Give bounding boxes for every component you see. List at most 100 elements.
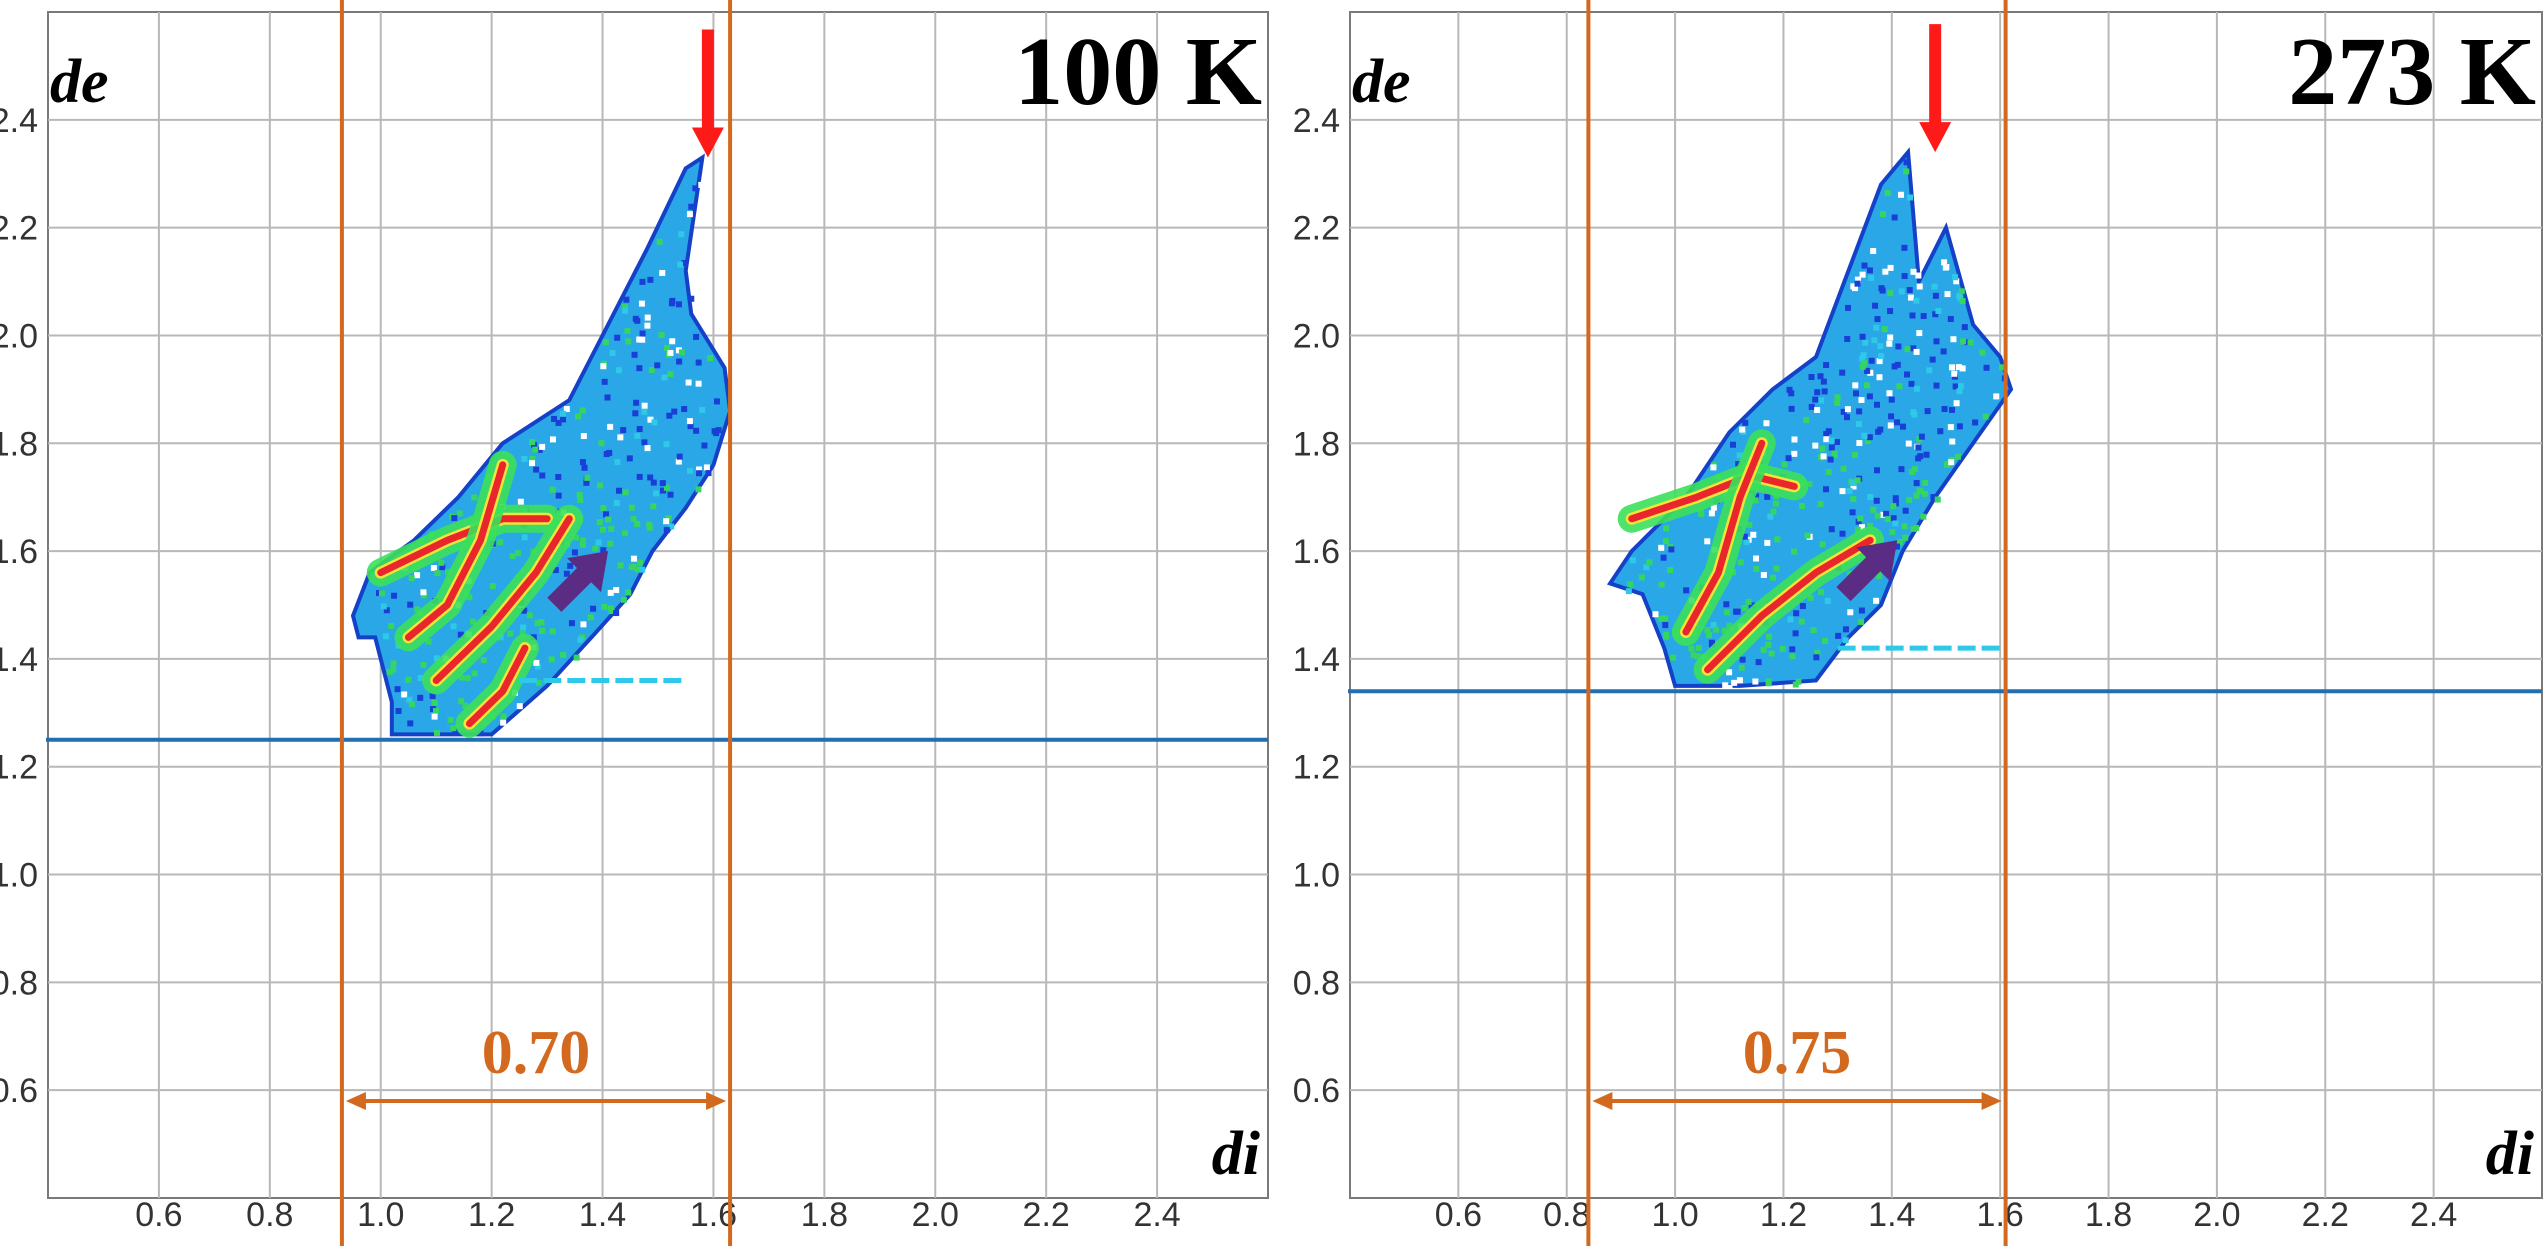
fingerprint-point	[1915, 455, 1922, 462]
fingerprint-point	[1842, 637, 1849, 644]
fingerprint-point	[1739, 426, 1746, 433]
fingerprint-point	[1964, 339, 1971, 346]
fingerprint-point	[1934, 496, 1941, 503]
fingerprint-point	[386, 668, 393, 675]
fingerprint-point	[1954, 453, 1961, 460]
fingerprint-point	[1993, 393, 2000, 400]
fingerprint-point	[1768, 650, 1775, 657]
fingerprint-point	[1904, 346, 1911, 353]
fingerprint-point	[1859, 333, 1866, 340]
fingerprint-point	[1917, 488, 1924, 495]
fingerprint-point	[1662, 622, 1669, 629]
fingerprint-point	[1662, 538, 1669, 545]
y-tick-label: 0.8	[0, 964, 38, 1002]
fingerprint-point	[600, 363, 607, 370]
fingerprint-point	[1901, 244, 1908, 251]
x-tick-label: 0.6	[135, 1196, 182, 1234]
fingerprint-point	[603, 511, 610, 518]
fingerprint-point	[1926, 367, 1933, 374]
fingerprint-point	[647, 474, 654, 481]
fingerprint-point	[1789, 653, 1796, 660]
fingerprint-point	[539, 443, 546, 450]
fingerprint-point	[555, 419, 562, 426]
fingerprint-point	[1821, 638, 1828, 645]
fingerprint-point	[676, 453, 683, 460]
plot-frame	[1349, 11, 2543, 1199]
fingerprint-point	[1901, 273, 1908, 280]
fingerprint-point	[600, 547, 607, 554]
fingerprint-point	[1638, 574, 1645, 581]
x-tick-label: 1.4	[579, 1196, 626, 1234]
fingerprint-point	[1772, 500, 1779, 507]
fingerprint-point	[539, 627, 546, 634]
fingerprint-point	[1786, 386, 1793, 393]
fingerprint-point	[1937, 428, 1944, 435]
fingerprint-point	[1884, 516, 1891, 523]
fingerprint-point	[433, 729, 440, 736]
fingerprint-point	[500, 713, 507, 720]
fingerprint-point	[598, 440, 605, 447]
fingerprint-point	[1913, 385, 1920, 392]
fingerprint-point	[1894, 419, 1901, 426]
fingerprint-point	[1878, 353, 1885, 360]
fingerprint-point	[560, 416, 567, 423]
y-tick-label: 1.2	[1293, 749, 1340, 787]
fingerprint-point	[1825, 469, 1832, 476]
fingerprint-point	[1663, 633, 1670, 640]
fingerprint-point	[1856, 440, 1863, 447]
fingerprint-point	[1742, 419, 1749, 426]
fingerprint-point	[686, 418, 693, 425]
fingerprint-point	[1752, 497, 1759, 504]
fingerprint-point	[1850, 480, 1857, 487]
fingerprint-point	[637, 559, 644, 566]
fingerprint-point	[548, 656, 555, 663]
fingerprint-point	[1876, 573, 1883, 580]
fingerprint-point	[552, 567, 559, 574]
ridge-core	[1704, 536, 1874, 674]
fingerprint-point	[577, 636, 584, 643]
fingerprint-point	[382, 633, 389, 640]
fingerprint-point	[579, 407, 586, 414]
purple-arrow-shape	[1836, 540, 1898, 602]
fingerprint-point	[1898, 288, 1905, 295]
fingerprint-point	[1949, 364, 1956, 371]
fingerprint-point	[687, 467, 694, 474]
fingerprint-point	[1629, 557, 1636, 564]
fingerprint-point	[599, 526, 606, 533]
fingerprint-point	[1850, 496, 1857, 503]
fingerprint-point	[692, 185, 699, 192]
fingerprint-point	[1918, 433, 1925, 440]
fingerprint-point	[654, 362, 661, 369]
y-tick-label: 2.4	[0, 102, 38, 140]
y-tick-label: 1.4	[0, 641, 38, 679]
fingerprint-point	[1750, 531, 1757, 538]
fingerprint-point	[529, 439, 536, 446]
fingerprint-point	[639, 278, 646, 285]
fingerprint-point	[667, 349, 674, 356]
fingerprint-point	[1920, 513, 1927, 520]
fingerprint-point	[1844, 414, 1851, 421]
fingerprint-point	[375, 590, 382, 597]
fingerprint-point	[676, 358, 683, 365]
x-tick-label: 1.0	[1651, 1196, 1698, 1234]
fingerprint-point	[1739, 656, 1746, 663]
fingerprint-point	[1897, 191, 1904, 198]
ridge-core	[1682, 439, 1766, 636]
x-tick-label: 2.4	[2410, 1196, 2457, 1234]
width-arrow-head-right	[706, 1091, 727, 1110]
fingerprint-point	[1755, 659, 1762, 666]
fingerprint-point	[1660, 554, 1667, 561]
fingerprint-point	[1888, 413, 1895, 420]
fingerprint-point	[417, 694, 424, 701]
fingerprint-point	[625, 589, 632, 596]
fingerprint-point	[529, 455, 536, 462]
fingerprint-point	[1866, 434, 1873, 441]
fingerprint-point	[1957, 383, 1964, 390]
fingerprint-point	[1810, 627, 1817, 634]
x-tick-label: 1.4	[1868, 1196, 1915, 1234]
fingerprint-point	[1983, 364, 1990, 371]
fingerprint-point	[617, 562, 624, 569]
fingerprint-point	[1920, 313, 1927, 320]
fingerprint-point	[521, 456, 528, 463]
fingerprint-point	[688, 295, 695, 302]
